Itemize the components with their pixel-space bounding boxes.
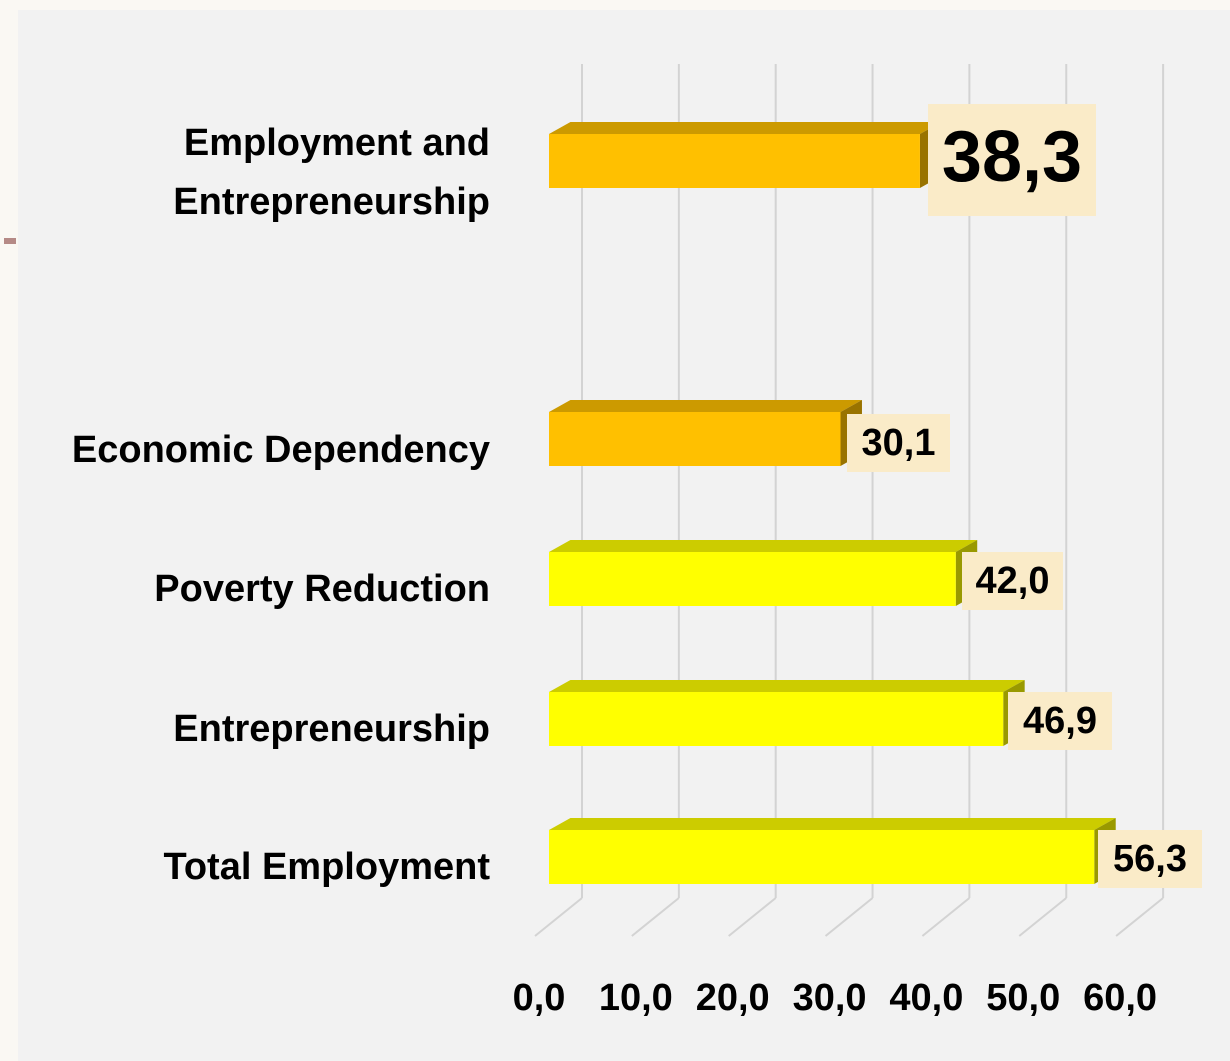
category-label: Poverty Reduction bbox=[154, 568, 490, 610]
x-tick-label: 40,0 bbox=[889, 977, 963, 1019]
x-axis-tick-labels: 0,0 10,0 20,0 30,0 40,0 50,0 60,0 bbox=[513, 977, 1157, 1019]
bar-layer bbox=[549, 122, 1116, 884]
data-label: 56,3 bbox=[1098, 830, 1202, 888]
data-label: 30,1 bbox=[847, 414, 950, 472]
category-label: Entrepreneurship bbox=[173, 708, 490, 750]
x-tick-label: 50,0 bbox=[986, 977, 1060, 1019]
data-label-text: 56,3 bbox=[1113, 838, 1187, 880]
bar bbox=[549, 540, 978, 606]
x-tick-label: 60,0 bbox=[1083, 977, 1157, 1019]
x-tick-label: 0,0 bbox=[513, 977, 566, 1019]
data-label-box bbox=[1098, 830, 1202, 888]
category-label: Employment and bbox=[184, 122, 490, 164]
x-tick-label: 10,0 bbox=[599, 977, 673, 1019]
data-label-text: 38,3 bbox=[942, 117, 1082, 197]
bar bbox=[549, 680, 1025, 746]
bar bbox=[549, 818, 1116, 884]
data-label-box bbox=[847, 414, 950, 472]
category-labels: Employment and Entrepreneurship Economic D… bbox=[72, 122, 490, 888]
x-tick-label: 30,0 bbox=[793, 977, 867, 1019]
data-label-text: 46,9 bbox=[1023, 700, 1097, 742]
gridline bbox=[1115, 64, 1165, 937]
data-label-text: 30,1 bbox=[862, 422, 936, 464]
value-labels: 38,3 30,1 42,0 46,9 56,3 bbox=[847, 104, 1202, 888]
data-label-box bbox=[1008, 692, 1112, 750]
category-label: Entrepreneurship bbox=[173, 181, 490, 223]
bar bbox=[549, 122, 942, 188]
data-label: 46,9 bbox=[1008, 692, 1112, 750]
gridline bbox=[534, 64, 583, 937]
data-label: 42,0 bbox=[962, 552, 1063, 610]
category-label: Economic Dependency bbox=[72, 429, 490, 471]
data-label: 38,3 bbox=[928, 104, 1096, 216]
accent-mark bbox=[4, 238, 16, 244]
bar bbox=[549, 400, 862, 466]
x-tick-label: 20,0 bbox=[696, 977, 770, 1019]
gridline bbox=[631, 64, 680, 937]
gridline bbox=[824, 64, 874, 937]
data-label-box bbox=[962, 552, 1063, 610]
data-label-text: 42,0 bbox=[976, 560, 1050, 602]
category-label: Total Employment bbox=[163, 846, 490, 888]
gridline bbox=[728, 64, 777, 937]
data-label-box bbox=[928, 104, 1096, 216]
